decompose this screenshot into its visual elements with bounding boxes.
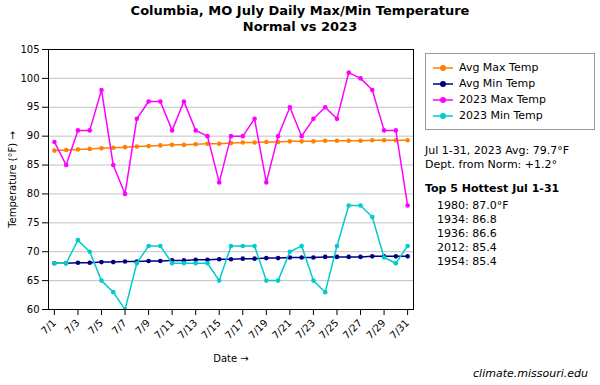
svg-text:100: 100 [20,73,39,84]
html-text:Columbia, MO July Daily Max/Mi: Columbia, MO July Daily Max/Min Temperat… [130,3,470,34]
svg-text:7/21: 7/21 [270,317,294,341]
svg-text:Date →: Date → [213,353,248,364]
html-text:1980: 87.0°F: 1980: 87.0°F [437,199,509,212]
svg-text:7/9: 7/9 [133,317,152,336]
svg-text:60: 60 [27,304,40,315]
svg-text:7/29: 7/29 [364,317,388,341]
svg-text:80: 80 [27,188,40,199]
html-text:Avg Min Temp: Avg Min Temp [459,77,536,90]
html-text:2012: 85.4: 2012: 85.4 [437,241,497,254]
svg-text:85: 85 [27,159,40,170]
svg-text:90: 90 [27,130,40,141]
svg-text:7/15: 7/15 [199,317,223,341]
svg-text:7/3: 7/3 [62,317,81,336]
svg-text:7/27: 7/27 [341,317,365,341]
html-text:climate.missouri.edu: climate.missouri.edu [473,367,588,380]
svg-text:7/7: 7/7 [110,317,129,336]
svg-text:95: 95 [27,101,40,112]
svg-text:7/31: 7/31 [388,317,412,341]
svg-text:7/13: 7/13 [176,317,200,341]
svg-text:70: 70 [27,246,40,257]
svg-text:7/11: 7/11 [152,317,176,341]
html-text:1954: 85.4: 1954: 85.4 [437,255,497,268]
svg-text:75: 75 [27,217,40,228]
html-text:Top 5 Hottest Jul 1-31: Top 5 Hottest Jul 1-31 [425,182,560,195]
svg-text:7/1: 7/1 [39,317,58,336]
html-text:Jul 1-31, 2023 Avg: 79.7°F Dep: Jul 1-31, 2023 Avg: 79.7°F Dept. from No… [425,144,570,171]
html-text:2023 Max Temp: 2023 Max Temp [459,93,546,106]
svg-text:105: 105 [20,44,39,55]
svg-text:Temperature (°F) →: Temperature (°F) → [7,131,18,229]
svg-text:7/17: 7/17 [223,317,247,341]
svg-text:7/19: 7/19 [246,317,270,341]
svg-text:7/23: 7/23 [293,317,317,341]
html-text:2023 Min Temp: 2023 Min Temp [459,109,543,122]
html-text:1936: 86.6: 1936: 86.6 [437,227,497,240]
svg-text:7/25: 7/25 [317,317,341,341]
svg-text:7/5: 7/5 [86,317,105,336]
svg-text:65: 65 [27,275,40,286]
html-text:1934: 86.8: 1934: 86.8 [437,213,497,226]
html-text:Avg Max Temp: Avg Max Temp [459,61,539,74]
